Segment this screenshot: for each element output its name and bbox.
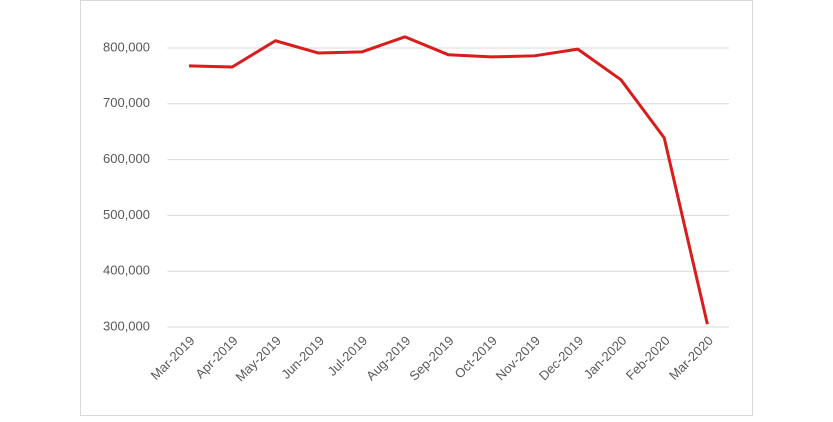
y-tick-label: 700,000: [103, 95, 150, 110]
y-tick-label: 400,000: [103, 263, 150, 278]
chart-frame: [80, 0, 753, 416]
data-line: [188, 35, 709, 325]
y-tick-label: 600,000: [103, 151, 150, 166]
y-tick-label: 800,000: [103, 39, 150, 54]
y-tick-label: 500,000: [103, 207, 150, 222]
y-tick-label: 300,000: [103, 318, 150, 333]
